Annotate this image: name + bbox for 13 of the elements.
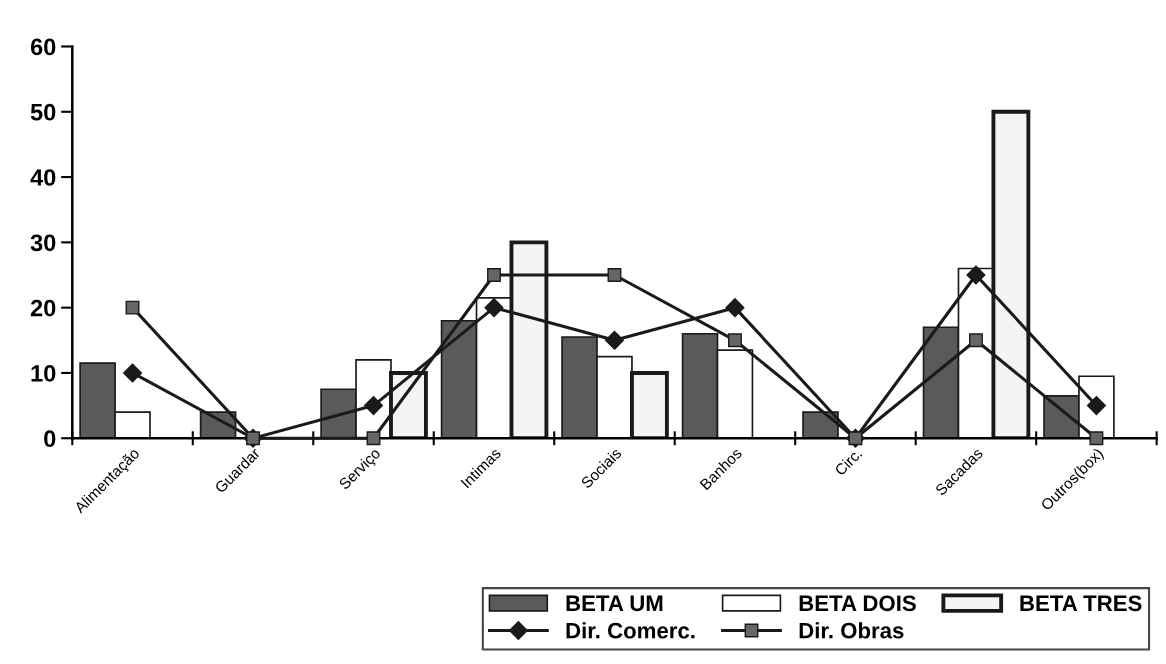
y-tick-label: 0 [44, 430, 56, 448]
legend-label: BETA TRES [1020, 595, 1142, 612]
y-tick-label: 40 [30, 169, 56, 186]
y-tick-label: 20 [30, 299, 56, 317]
y-tick-label: 30 [30, 234, 56, 252]
y-tick-label: 10 [31, 365, 56, 382]
y-tick-label: 60 [30, 38, 56, 56]
legend-label: BETA UM [566, 595, 663, 612]
legend-label: Dir. Comerc. [566, 622, 695, 639]
y-tick-label: 50 [30, 103, 56, 121]
legend-label: BETA DOIS [799, 595, 916, 612]
x-tick-label: Circ. [833, 447, 863, 477]
legend-label: Dir. Obras [799, 622, 904, 639]
